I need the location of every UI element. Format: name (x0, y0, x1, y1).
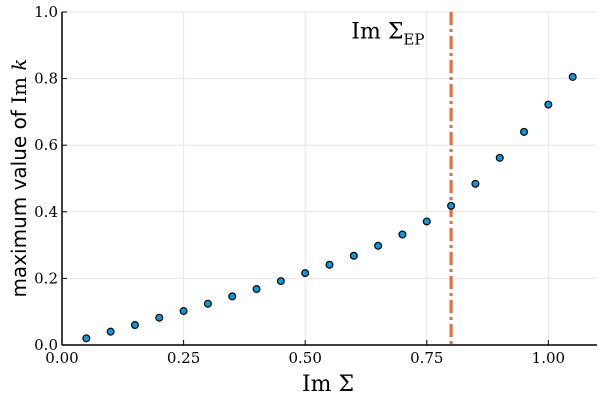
ep-annotation-text: Im Σ (351, 19, 403, 44)
ep-annotation: Im ΣEP (351, 19, 424, 48)
y-axis-title: maximum value of Im k (7, 58, 31, 297)
data-point-17 (495, 153, 504, 162)
data-point-10 (325, 260, 334, 269)
data-point-19 (544, 100, 553, 109)
data-point-11 (349, 251, 358, 260)
data-point-5 (203, 299, 212, 308)
y-axis-title-math: Im (7, 71, 31, 104)
data-points (82, 72, 577, 343)
data-point-14 (422, 217, 431, 226)
y-tick-labels: 0.0 0.2 0.4 0.6 0.8 1.0 (34, 3, 58, 354)
data-point-3 (155, 313, 164, 322)
y-tick-label-0: 0.0 (34, 336, 58, 354)
data-point-8 (276, 277, 285, 286)
data-point-12 (374, 241, 383, 250)
grid-lines (61, 11, 597, 346)
y-axis-title-variable: k (7, 58, 31, 70)
ep-annotation-subscript: EP (403, 30, 424, 48)
data-point-20 (568, 72, 577, 81)
data-point-15 (447, 201, 456, 210)
data-point-0 (82, 334, 91, 343)
x-tick-label-2: 0.50 (288, 349, 321, 367)
x-tick-label-0: 0.00 (45, 349, 78, 367)
y-tick-label-3: 0.6 (34, 136, 58, 154)
data-point-9 (301, 269, 310, 278)
y-axis-title-text: maximum value of (7, 104, 31, 298)
x-tick-label-4: 1.00 (532, 349, 565, 367)
y-tick-label-2: 0.4 (34, 203, 58, 221)
data-point-18 (520, 127, 529, 136)
data-point-6 (228, 292, 237, 301)
y-tick-label-1: 0.2 (34, 269, 58, 287)
data-point-7 (252, 285, 261, 294)
axes (61, 11, 597, 346)
x-tick-label-3: 0.75 (410, 349, 443, 367)
x-axis-title: Im Σ (302, 372, 354, 397)
y-tick-label-4: 0.8 (34, 70, 58, 88)
data-point-2 (130, 321, 139, 330)
data-point-1 (106, 327, 115, 336)
data-point-16 (471, 179, 480, 188)
x-tick-labels: 0.00 0.25 0.50 0.75 1.00 (45, 349, 565, 367)
data-point-13 (398, 230, 407, 239)
x-tick-label-1: 0.25 (167, 349, 200, 367)
data-point-4 (179, 307, 188, 316)
y-tick-label-5: 1.0 (34, 3, 58, 21)
